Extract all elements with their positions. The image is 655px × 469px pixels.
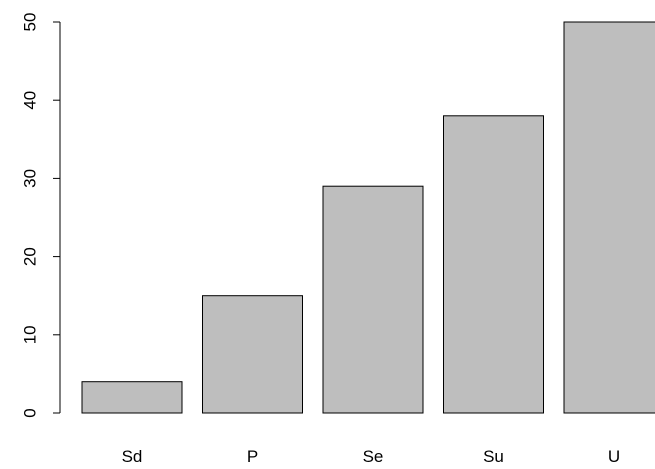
y-tick-label: 40 xyxy=(21,91,40,110)
bar-u xyxy=(563,21,655,414)
x-category-label: Se xyxy=(363,447,384,466)
bars-group xyxy=(81,21,655,414)
bar-su xyxy=(443,115,544,414)
y-axis: 0 10 20 30 40 50 xyxy=(21,13,61,418)
y-tick-label: 0 xyxy=(21,408,40,417)
x-category-label: Sd xyxy=(122,447,143,466)
x-category-labels: Sd P Se Su U xyxy=(122,447,621,466)
x-category-label: U xyxy=(608,447,620,466)
y-tick-label: 50 xyxy=(21,13,40,32)
x-category-label: P xyxy=(247,447,258,466)
y-tick-label: 20 xyxy=(21,247,40,266)
bar-p xyxy=(202,295,303,414)
bar-sd xyxy=(81,381,183,414)
x-category-label: Su xyxy=(483,447,504,466)
y-tick-label: 10 xyxy=(21,325,40,344)
bar-se xyxy=(322,185,424,414)
y-tick-label: 30 xyxy=(21,169,40,188)
